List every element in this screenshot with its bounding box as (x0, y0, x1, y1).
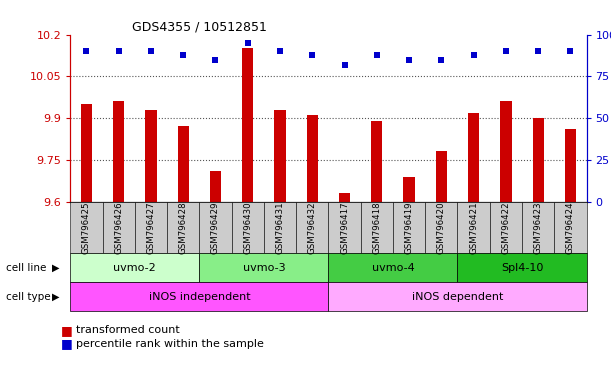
Bar (242, 48, 254, 202)
Text: GSM796431: GSM796431 (276, 201, 285, 254)
Text: GSM796424: GSM796424 (566, 201, 575, 254)
Text: GSM796432: GSM796432 (308, 201, 316, 254)
Point (436, 56, 446, 63)
Bar (339, 193, 350, 202)
Point (340, 61, 349, 68)
Bar (565, 129, 576, 202)
Bar (500, 101, 511, 202)
Bar (178, 126, 189, 202)
Text: GSM796423: GSM796423 (533, 201, 543, 254)
Point (178, 51, 188, 58)
Bar (403, 177, 415, 202)
Text: GSM796426: GSM796426 (114, 201, 123, 254)
Text: GSM796427: GSM796427 (147, 201, 155, 254)
Point (211, 56, 221, 63)
Bar (371, 121, 382, 202)
Text: uvmo-2: uvmo-2 (114, 263, 156, 273)
Point (81, 48, 91, 55)
Text: uvmo-4: uvmo-4 (371, 263, 414, 273)
Text: iNOS dependent: iNOS dependent (412, 291, 503, 302)
Text: GSM796421: GSM796421 (469, 201, 478, 254)
Point (533, 48, 543, 55)
Text: ▶: ▶ (52, 291, 59, 302)
Text: cell type: cell type (6, 291, 51, 302)
Bar (307, 115, 318, 202)
Point (469, 51, 478, 58)
Point (372, 51, 382, 58)
Point (114, 48, 123, 55)
Text: GSM796425: GSM796425 (82, 201, 91, 254)
Text: cell line: cell line (6, 263, 46, 273)
Bar (81, 104, 92, 202)
Text: GSM796417: GSM796417 (340, 201, 349, 254)
Bar (113, 101, 124, 202)
Text: Spl4-10: Spl4-10 (501, 263, 543, 273)
Point (404, 56, 414, 63)
Text: ▶: ▶ (52, 263, 59, 273)
Bar (436, 151, 447, 202)
Text: GSM796420: GSM796420 (437, 201, 446, 254)
Text: uvmo-3: uvmo-3 (243, 263, 285, 273)
Text: GSM796418: GSM796418 (372, 201, 381, 254)
Text: GSM796428: GSM796428 (178, 201, 188, 254)
Point (275, 48, 285, 55)
Text: GSM796430: GSM796430 (243, 201, 252, 254)
Text: percentile rank within the sample: percentile rank within the sample (76, 339, 264, 349)
Text: GSM796422: GSM796422 (502, 201, 510, 254)
Point (146, 48, 156, 55)
Point (501, 48, 511, 55)
Bar (274, 110, 286, 202)
Text: transformed count: transformed count (76, 325, 180, 335)
Text: GDS4355 / 10512851: GDS4355 / 10512851 (132, 20, 267, 33)
Point (307, 51, 317, 58)
Text: GSM796429: GSM796429 (211, 201, 220, 254)
Bar (145, 110, 156, 202)
Text: ■: ■ (61, 337, 73, 350)
Text: ■: ■ (61, 324, 73, 337)
Point (566, 48, 576, 55)
Point (243, 40, 252, 46)
Bar (533, 118, 544, 202)
Bar (468, 113, 479, 202)
Bar (210, 171, 221, 202)
Text: GSM796419: GSM796419 (404, 201, 414, 254)
Text: iNOS independent: iNOS independent (148, 291, 250, 302)
